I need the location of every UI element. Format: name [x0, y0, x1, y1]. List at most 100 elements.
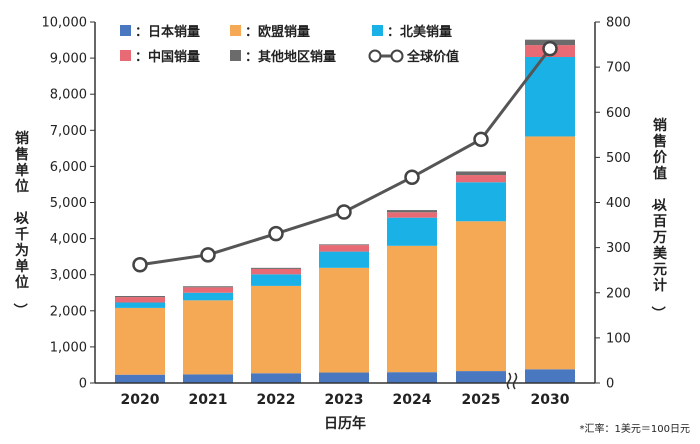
bar-segment-2023-s1 [319, 267, 369, 373]
axis-break-icon [506, 372, 518, 390]
axis-title-char: 销 [653, 117, 667, 134]
bar-segment-2021-s4 [183, 286, 233, 288]
axis-title-char: 千 [15, 226, 29, 243]
bar-segment-2030-s2 [525, 57, 575, 137]
value-point-2022 [268, 225, 284, 242]
axis-title-char: ） [11, 303, 27, 317]
axis-title-char: 万 [652, 230, 667, 246]
legend-label-s4: ：其他地区销量 [245, 49, 336, 65]
left-tick-label: 8,000 [50, 88, 87, 103]
bar-segment-2022-s1 [251, 285, 301, 374]
category-label-2020: 2020 [121, 392, 160, 408]
left-tick-labels: 0 1,000 2,000 3,000 4,000 5,000 6,000 7,000 8,00… [42, 16, 95, 392]
legend-line-marker-right [390, 49, 404, 63]
legend-swatch-s3 [120, 50, 131, 61]
bar-segment-2021-s2 [183, 292, 233, 301]
bar-segment-2025-s0 [456, 371, 506, 383]
bar-segment-2021-s3 [183, 287, 233, 293]
bar-segment-2024-s2 [387, 217, 437, 246]
bar-segment-2020-s1 [115, 307, 165, 375]
axis-title-char: 计 [653, 277, 667, 294]
legend: ：日本销量 ：欧盟销量 ：北美销量 ：中国销量 ：其他地区销量 全球价值 [120, 24, 459, 65]
axis-title-char: 百 [653, 214, 667, 230]
legend-label-s1: ：欧盟销量 [245, 24, 310, 40]
line-layer [132, 40, 558, 273]
category-label-2030: 2030 [531, 392, 570, 408]
bar-segment-2023-s0 [319, 372, 369, 383]
right-tick-label: 500 [606, 151, 631, 166]
right-tick-label: 200 [606, 286, 631, 301]
axis-title-char: 为 [15, 242, 29, 259]
legend-label-s3: ：中国销量 [135, 49, 200, 65]
category-label-2022: 2022 [257, 392, 296, 408]
axis-title-char: 值 [653, 165, 667, 182]
left-tick-label: 10,000 [42, 16, 88, 31]
axis-title-char: 以 [15, 211, 29, 227]
right-tick-label: 700 [606, 61, 631, 76]
bar-segment-2022-s0 [251, 373, 301, 383]
axis-title-char: 单 [15, 258, 29, 275]
category-label-2021: 2021 [189, 392, 228, 408]
left-tick-label: 6,000 [50, 160, 87, 175]
left-tick-label: 4,000 [50, 232, 87, 247]
axis-title-char: ） [649, 306, 665, 320]
bar-segment-2020-s2 [115, 302, 165, 308]
left-tick-label: 0 [79, 377, 87, 392]
left-tick-label: 3,000 [50, 268, 87, 283]
right-tick-labels: 0 100 200 300 400 500 600 700 800 [595, 16, 631, 392]
value-point-2024 [404, 169, 420, 185]
legend-label-line: 全球价值 [406, 49, 459, 65]
axis-title-char: 位 [15, 178, 29, 195]
bar-segment-2024-s3 [387, 212, 437, 218]
left-axis-title: 销售单位（以千为单位） [11, 130, 29, 317]
bar-segment-2024-s0 [387, 372, 437, 383]
axis-title-char: 位 [15, 274, 29, 291]
value-point-2030 [542, 40, 558, 57]
exchange-rate-note: *汇率：1美元＝100日元 [580, 422, 690, 435]
legend-line-marker-left [368, 49, 382, 63]
value-point-2023 [336, 204, 352, 220]
axis-title-char: 价 [653, 150, 668, 166]
bar-segment-2023-s3 [319, 245, 369, 252]
bar-segment-2020-s3 [115, 297, 165, 303]
legend-label-s2: ：北美销量 [387, 24, 452, 40]
axis-title-char: 以 [653, 198, 667, 214]
legend-label-s0: ：日本销量 [135, 24, 200, 40]
bar-segment-2020-s4 [115, 295, 165, 298]
bar-segment-2020-s0 [115, 374, 165, 383]
bar-segment-2023-s2 [319, 251, 369, 268]
legend-swatch-s2 [372, 25, 383, 36]
bar-segment-2022-s4 [251, 267, 301, 269]
bar-segment-2030-s0 [525, 369, 575, 383]
value-point-2021 [200, 247, 216, 263]
legend-swatch-s1 [230, 25, 241, 36]
category-label-2023: 2023 [325, 392, 364, 408]
bar-segment-2022-s3 [251, 268, 301, 275]
value-point-2020 [132, 257, 148, 273]
x-axis-title: 日历年 [324, 415, 366, 432]
category-labels: 2020 2021 2022 2023 2024 2025 2030 [121, 392, 570, 408]
right-tick-label: 600 [606, 106, 631, 121]
axis-title-char: 售 [652, 133, 667, 150]
category-label-2025: 2025 [462, 392, 501, 408]
axis-title-char: 售 [14, 146, 29, 163]
left-tick-label: 9,000 [50, 52, 87, 67]
right-tick-label: 400 [606, 196, 631, 211]
legend-swatch-s0 [120, 25, 131, 36]
bar-segment-2030-s1 [525, 136, 575, 370]
left-tick-label: 7,000 [50, 124, 87, 139]
bar-segment-2021-s1 [183, 300, 233, 375]
bar-segment-2025-s4 [456, 171, 506, 176]
axis-title-char: 美 [653, 245, 668, 262]
left-tick-label: 5,000 [50, 196, 87, 211]
axis-title-char: 销 [15, 130, 29, 147]
left-tick-label: 2,000 [50, 304, 87, 319]
left-tick-label: 1,000 [50, 340, 87, 355]
bar-segment-2025-s1 [456, 221, 506, 372]
bar-segment-2025-s2 [456, 182, 506, 222]
value-point-2025 [473, 131, 489, 148]
bars-group [115, 39, 575, 383]
axis-title-char: （ [649, 194, 665, 208]
